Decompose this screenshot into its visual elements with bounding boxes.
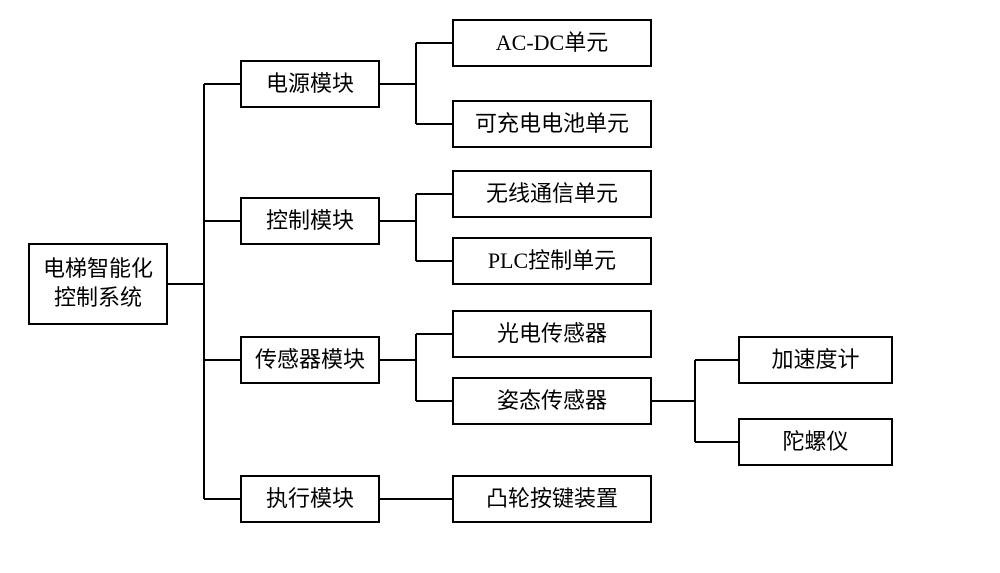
- device-cam: 凸轮按键装置: [452, 475, 652, 523]
- sensor-gyro: 陀螺仪: [738, 418, 893, 466]
- module-sensor: 传感器模块: [240, 336, 380, 384]
- unit-wireless: 无线通信单元: [452, 170, 652, 218]
- sensor-accel: 加速度计: [738, 336, 893, 384]
- sensor-photo: 光电传感器: [452, 310, 652, 358]
- unit-battery: 可充电电池单元: [452, 100, 652, 148]
- root-node: 电梯智能化控制系统: [28, 243, 168, 325]
- unit-plc: PLC控制单元: [452, 237, 652, 285]
- module-execute: 执行模块: [240, 475, 380, 523]
- module-control: 控制模块: [240, 197, 380, 245]
- module-power: 电源模块: [240, 60, 380, 108]
- unit-acdc: AC-DC单元: [452, 19, 652, 67]
- sensor-attitude: 姿态传感器: [452, 377, 652, 425]
